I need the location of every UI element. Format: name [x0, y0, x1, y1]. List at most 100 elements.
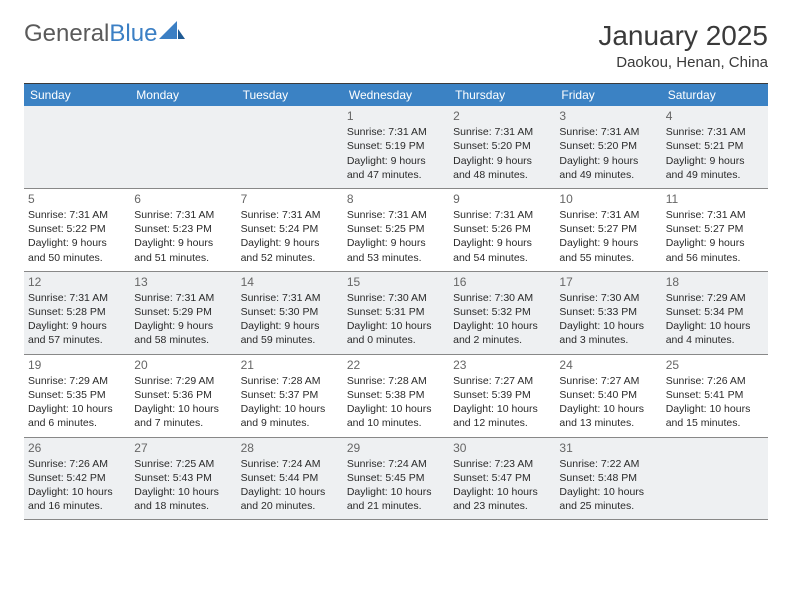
sunrise-text: Sunrise: 7:31 AM: [28, 208, 126, 222]
sunset-text: Sunset: 5:40 PM: [559, 388, 657, 402]
day-cell: 23Sunrise: 7:27 AMSunset: 5:39 PMDayligh…: [449, 355, 555, 437]
day-number: 18: [666, 274, 764, 290]
logo-text-2: Blue: [109, 20, 157, 48]
daylight2-text: and 13 minutes.: [559, 416, 657, 430]
sunrise-text: Sunrise: 7:24 AM: [241, 457, 339, 471]
sunset-text: Sunset: 5:33 PM: [559, 305, 657, 319]
sunrise-text: Sunrise: 7:31 AM: [241, 291, 339, 305]
day-number: 14: [241, 274, 339, 290]
day-number: 8: [347, 191, 445, 207]
daylight1-text: Daylight: 9 hours: [666, 236, 764, 250]
week-row: 1Sunrise: 7:31 AMSunset: 5:19 PMDaylight…: [24, 106, 768, 189]
sunrise-text: Sunrise: 7:31 AM: [453, 208, 551, 222]
daylight1-text: Daylight: 10 hours: [28, 402, 126, 416]
month-title: January 2025: [598, 20, 768, 52]
sunset-text: Sunset: 5:20 PM: [453, 139, 551, 153]
weekday-wed: Wednesday: [343, 84, 449, 106]
sunset-text: Sunset: 5:19 PM: [347, 139, 445, 153]
sunset-text: Sunset: 5:38 PM: [347, 388, 445, 402]
day-cell: 11Sunrise: 7:31 AMSunset: 5:27 PMDayligh…: [662, 189, 768, 271]
week-row: 5Sunrise: 7:31 AMSunset: 5:22 PMDaylight…: [24, 189, 768, 272]
day-cell: 24Sunrise: 7:27 AMSunset: 5:40 PMDayligh…: [555, 355, 661, 437]
day-number: 2: [453, 108, 551, 124]
day-cell: 29Sunrise: 7:24 AMSunset: 5:45 PMDayligh…: [343, 438, 449, 520]
daylight2-text: and 18 minutes.: [134, 499, 232, 513]
day-cell: 7Sunrise: 7:31 AMSunset: 5:24 PMDaylight…: [237, 189, 343, 271]
sunset-text: Sunset: 5:37 PM: [241, 388, 339, 402]
sunset-text: Sunset: 5:27 PM: [559, 222, 657, 236]
daylight2-text: and 51 minutes.: [134, 251, 232, 265]
logo-text-1: General: [24, 20, 109, 48]
day-cell: 26Sunrise: 7:26 AMSunset: 5:42 PMDayligh…: [24, 438, 130, 520]
day-cell: 17Sunrise: 7:30 AMSunset: 5:33 PMDayligh…: [555, 272, 661, 354]
sunset-text: Sunset: 5:22 PM: [28, 222, 126, 236]
daylight1-text: Daylight: 10 hours: [559, 319, 657, 333]
sunset-text: Sunset: 5:34 PM: [666, 305, 764, 319]
sunset-text: Sunset: 5:35 PM: [28, 388, 126, 402]
day-number: 20: [134, 357, 232, 373]
day-number: 30: [453, 440, 551, 456]
sunrise-text: Sunrise: 7:29 AM: [134, 374, 232, 388]
day-number: 6: [134, 191, 232, 207]
sunrise-text: Sunrise: 7:31 AM: [134, 208, 232, 222]
sunset-text: Sunset: 5:23 PM: [134, 222, 232, 236]
sunset-text: Sunset: 5:48 PM: [559, 471, 657, 485]
weekday-fri: Friday: [555, 84, 661, 106]
day-cell: 8Sunrise: 7:31 AMSunset: 5:25 PMDaylight…: [343, 189, 449, 271]
daylight2-text: and 23 minutes.: [453, 499, 551, 513]
day-cell: 2Sunrise: 7:31 AMSunset: 5:20 PMDaylight…: [449, 106, 555, 188]
day-cell: [130, 106, 236, 188]
week-row: 19Sunrise: 7:29 AMSunset: 5:35 PMDayligh…: [24, 355, 768, 438]
sunrise-text: Sunrise: 7:29 AM: [28, 374, 126, 388]
sunrise-text: Sunrise: 7:30 AM: [453, 291, 551, 305]
daylight2-text: and 20 minutes.: [241, 499, 339, 513]
daylight1-text: Daylight: 9 hours: [347, 154, 445, 168]
day-number: 16: [453, 274, 551, 290]
day-number: 17: [559, 274, 657, 290]
week-row: 12Sunrise: 7:31 AMSunset: 5:28 PMDayligh…: [24, 272, 768, 355]
day-number: 31: [559, 440, 657, 456]
sunrise-text: Sunrise: 7:30 AM: [559, 291, 657, 305]
day-cell: 13Sunrise: 7:31 AMSunset: 5:29 PMDayligh…: [130, 272, 236, 354]
daylight2-text: and 49 minutes.: [559, 168, 657, 182]
day-number: 3: [559, 108, 657, 124]
day-cell: 16Sunrise: 7:30 AMSunset: 5:32 PMDayligh…: [449, 272, 555, 354]
daylight2-text: and 7 minutes.: [134, 416, 232, 430]
sunrise-text: Sunrise: 7:31 AM: [241, 208, 339, 222]
day-cell: 28Sunrise: 7:24 AMSunset: 5:44 PMDayligh…: [237, 438, 343, 520]
day-number: 9: [453, 191, 551, 207]
sunrise-text: Sunrise: 7:27 AM: [453, 374, 551, 388]
day-cell: 27Sunrise: 7:25 AMSunset: 5:43 PMDayligh…: [130, 438, 236, 520]
sunset-text: Sunset: 5:32 PM: [453, 305, 551, 319]
daylight1-text: Daylight: 10 hours: [666, 402, 764, 416]
daylight1-text: Daylight: 9 hours: [453, 154, 551, 168]
sunrise-text: Sunrise: 7:25 AM: [134, 457, 232, 471]
weekday-mon: Monday: [130, 84, 236, 106]
daylight2-text: and 4 minutes.: [666, 333, 764, 347]
daylight2-text: and 16 minutes.: [28, 499, 126, 513]
sunset-text: Sunset: 5:47 PM: [453, 471, 551, 485]
sunrise-text: Sunrise: 7:28 AM: [347, 374, 445, 388]
sunset-text: Sunset: 5:45 PM: [347, 471, 445, 485]
day-number: 5: [28, 191, 126, 207]
daylight1-text: Daylight: 10 hours: [241, 485, 339, 499]
day-number: 25: [666, 357, 764, 373]
daylight1-text: Daylight: 9 hours: [28, 319, 126, 333]
daylight1-text: Daylight: 9 hours: [134, 236, 232, 250]
day-number: 1: [347, 108, 445, 124]
sunset-text: Sunset: 5:44 PM: [241, 471, 339, 485]
sunset-text: Sunset: 5:25 PM: [347, 222, 445, 236]
sunrise-text: Sunrise: 7:31 AM: [666, 208, 764, 222]
day-number: 12: [28, 274, 126, 290]
daylight1-text: Daylight: 9 hours: [241, 236, 339, 250]
sunset-text: Sunset: 5:31 PM: [347, 305, 445, 319]
daylight1-text: Daylight: 10 hours: [559, 485, 657, 499]
sunrise-text: Sunrise: 7:31 AM: [347, 208, 445, 222]
day-cell: 10Sunrise: 7:31 AMSunset: 5:27 PMDayligh…: [555, 189, 661, 271]
daylight2-text: and 3 minutes.: [559, 333, 657, 347]
daylight2-text: and 48 minutes.: [453, 168, 551, 182]
day-number: 24: [559, 357, 657, 373]
daylight2-text: and 10 minutes.: [347, 416, 445, 430]
sunset-text: Sunset: 5:26 PM: [453, 222, 551, 236]
daylight1-text: Daylight: 9 hours: [559, 154, 657, 168]
